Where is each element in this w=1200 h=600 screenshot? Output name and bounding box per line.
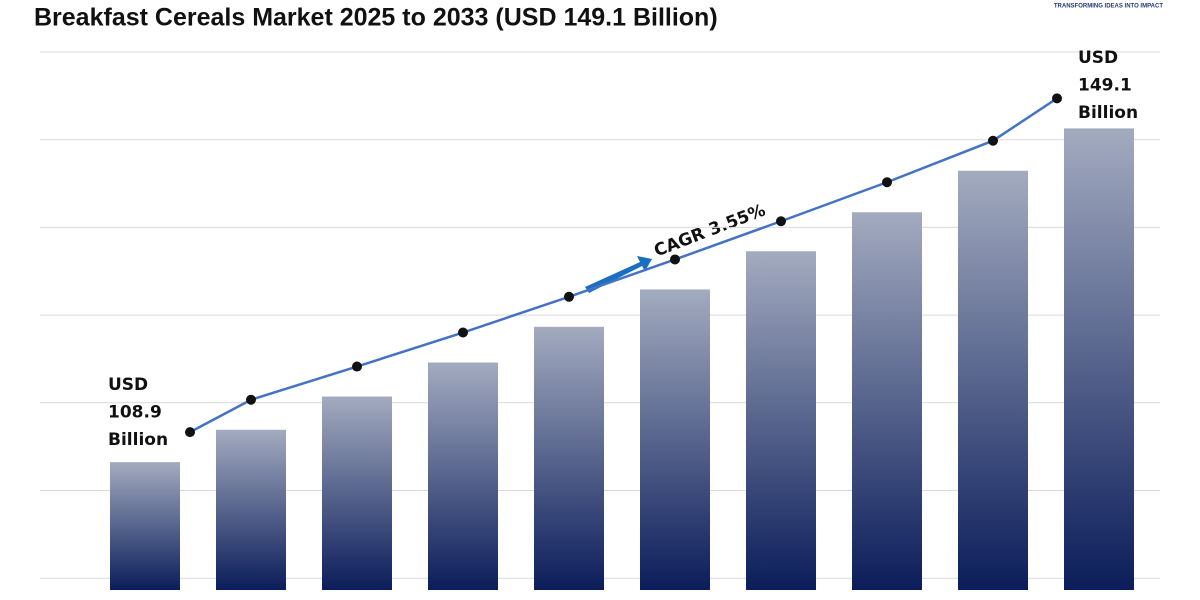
bar xyxy=(428,362,498,590)
bar xyxy=(852,212,922,590)
value-annotation: 149.1 xyxy=(1078,76,1132,96)
bar xyxy=(746,251,816,590)
trend-marker xyxy=(458,327,468,338)
trend-marker xyxy=(352,361,362,372)
bar xyxy=(110,462,180,590)
bar xyxy=(1064,128,1134,590)
value-annotation: Billion xyxy=(108,430,168,450)
chart-title: Breakfast Cereals Market 2025 to 2033 (U… xyxy=(34,4,718,32)
value-annotation: 108.9 xyxy=(108,403,162,423)
cagr-arrow xyxy=(585,256,652,293)
value-annotation: USD xyxy=(1078,48,1118,68)
trend-marker xyxy=(246,394,256,405)
bar xyxy=(322,396,392,590)
bar xyxy=(640,289,710,590)
trend-marker xyxy=(882,177,892,188)
bar xyxy=(958,170,1028,590)
trend-marker xyxy=(776,216,786,227)
trend-marker xyxy=(564,291,574,302)
trend-line xyxy=(189,97,1058,434)
bar xyxy=(216,429,286,590)
value-annotation: Billion xyxy=(1078,103,1138,123)
bar xyxy=(534,326,604,590)
trend-marker xyxy=(185,427,195,438)
trend-marker xyxy=(988,135,998,146)
trend-marker xyxy=(1052,93,1062,104)
value-annotation: USD xyxy=(108,375,148,395)
trend-marker xyxy=(670,254,680,265)
logo-tagline: TRANSFORMING IDEAS INTO IMPACT xyxy=(1054,4,1163,10)
